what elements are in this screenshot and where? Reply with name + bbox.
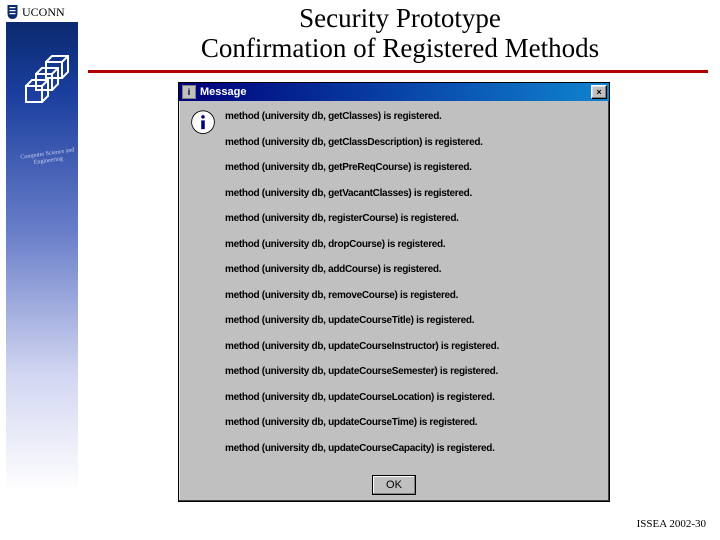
slide-footer: ISSEA 2002-30 [637, 518, 706, 530]
message-line: method (university db, getClassDescripti… [225, 137, 601, 148]
cubes-icon [20, 54, 70, 114]
message-line: method (university db, addCourse) is reg… [225, 264, 601, 275]
message-line: method (university db, removeCourse) is … [225, 290, 601, 301]
uconn-badge: UCONN [6, 4, 65, 20]
slide-title: Security Prototype Confirmation of Regis… [100, 4, 700, 63]
message-line: method (university db, updateCourseLocat… [225, 392, 601, 403]
department-ring-text: Computer Science and Engineering [7, 117, 88, 198]
uconn-text: UCONN [22, 5, 65, 20]
message-line: method (university db, updateCourseSemes… [225, 366, 601, 377]
title-underline [88, 70, 708, 73]
title-line-1: Security Prototype [100, 4, 700, 34]
message-line: method (university db, updateCourseInstr… [225, 341, 601, 352]
info-icon [189, 109, 217, 137]
message-line: method (university db, getVacantClasses)… [225, 188, 601, 199]
message-line: method (university db, dropCourse) is re… [225, 239, 601, 250]
ok-button[interactable]: OK [372, 475, 416, 495]
shield-icon [6, 4, 19, 20]
dialog-titlebar[interactable]: i Message × [179, 83, 609, 101]
message-line: method (university db, updateCourseTime)… [225, 417, 601, 428]
message-line: method (university db, updateCourseTitle… [225, 315, 601, 326]
title-line-2: Confirmation of Registered Methods [100, 34, 700, 64]
message-dialog: i Message × method (university db, getCl… [178, 82, 610, 502]
left-gradient-column: Computer Science and Engineering [6, 22, 78, 492]
dialog-body: method (university db, getClasses) is re… [185, 105, 603, 471]
close-button[interactable]: × [591, 85, 607, 99]
message-line: method (university db, registerCourse) i… [225, 213, 601, 224]
message-line: method (university db, updateCourseCapac… [225, 443, 601, 454]
system-menu-icon[interactable]: i [182, 85, 196, 99]
dialog-title: Message [200, 86, 246, 98]
message-line: method (university db, getPreReqCourse) … [225, 162, 601, 173]
message-line: method (university db, getClasses) is re… [225, 111, 601, 122]
message-lines: method (university db, getClasses) is re… [225, 111, 601, 468]
